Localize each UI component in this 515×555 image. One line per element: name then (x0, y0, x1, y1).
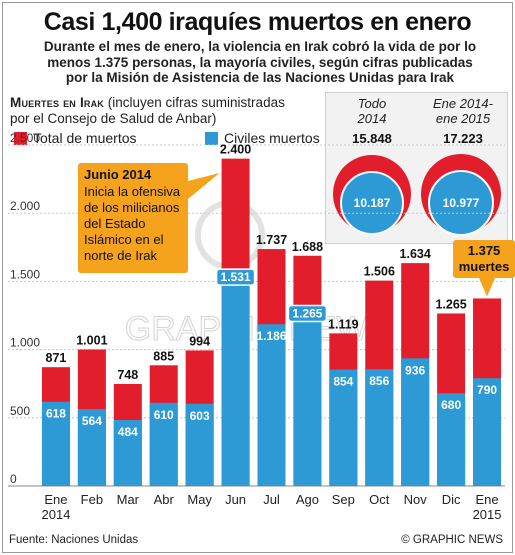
totals-2014-civil-value: 10.187 (354, 196, 391, 210)
legend-total: Total de muertos (14, 130, 137, 146)
legend-civil: Civiles muertos (205, 130, 320, 146)
chart-heading-line2: por el Consejo de Salud de Anbar) (10, 111, 217, 126)
totals-2014-total: 15.848 (352, 131, 392, 146)
legend-civil-label: Civiles muertos (224, 130, 320, 146)
legend-total-swatch (14, 131, 27, 145)
subtitle-line: Durante el mes de enero, la violencia en… (43, 39, 477, 54)
subtitle: Durante el mes de enero, la violencia en… (30, 39, 490, 86)
totals-2014-label: Todo 2014 (334, 96, 410, 126)
totals-circles: 10.187 10.977 (333, 154, 501, 236)
source-note: Fuente: Naciones Unidas (9, 534, 139, 546)
totals-2014-civil-circle (340, 171, 404, 235)
totals-2014-label-line1: Todo (357, 96, 387, 111)
totals-annual-label-line2: ene 2015 (435, 111, 491, 126)
page-title: Casi 1,400 iraquíes muertos en enero (43, 8, 472, 36)
legend-total-label: Total de muertos (33, 130, 137, 146)
subtitle-line: menos 1.375 personas, la mayoría civiles… (47, 54, 473, 70)
legend-civil-swatch (205, 131, 218, 145)
copyright-note: © GRAPHIC NEWS (401, 534, 503, 546)
totals-panel: Todo 2014 15.848 Ene 2014- ene 2015 17.2… (325, 92, 508, 244)
subtitle-line: por la Misión de Asistencia de las Nacio… (65, 70, 455, 85)
chart-heading: Muertes en Irak (incluyen cifras suminis… (10, 95, 322, 127)
totals-annual-civil-circle (428, 170, 494, 236)
totals-annual-total: 17.223 (443, 131, 483, 146)
totals-annual-civil-value: 10.977 (443, 196, 480, 210)
totals-2014-label-line2: 2014 (357, 111, 387, 126)
totals-annual-label: Ene 2014- ene 2015 (420, 96, 506, 126)
totals-annual-label-line1: Ene 2014- (433, 96, 493, 111)
chart-heading-caps: Muertes en Irak (10, 95, 105, 110)
chart-heading-rest: (incluyen cifras suministradas (104, 95, 285, 110)
